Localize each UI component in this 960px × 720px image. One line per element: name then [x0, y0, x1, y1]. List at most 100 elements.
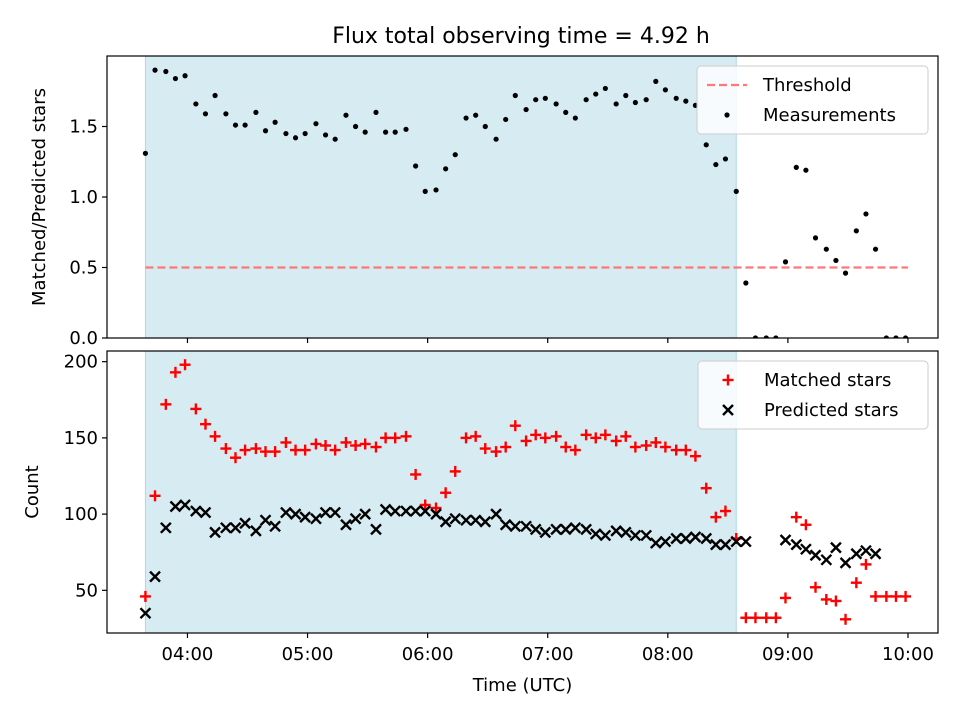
- predicted-point: [589, 528, 602, 540]
- matched-point: [479, 443, 491, 455]
- predicted-point: [619, 526, 632, 539]
- measurement-point: [152, 67, 158, 73]
- y-tick-label: 1.0: [69, 187, 98, 208]
- measurement-point: [182, 73, 188, 79]
- predicted-point: [190, 505, 202, 517]
- y-tick-label: 0.5: [69, 258, 98, 279]
- matched-point: [340, 436, 352, 448]
- measurement-point: [602, 85, 608, 92]
- matched-point: [160, 398, 172, 410]
- measurement-point: [352, 123, 359, 130]
- predicted-point: [689, 531, 702, 543]
- matched-point: [290, 444, 302, 456]
- y-tick-label: 150: [64, 428, 98, 449]
- measurement-point: [893, 335, 899, 338]
- measurement-point: [232, 122, 239, 128]
- x-tick-label: 05:00: [282, 644, 334, 665]
- predicted-point: [740, 535, 752, 548]
- matched-point: [389, 432, 401, 444]
- predicted-point: [830, 541, 842, 554]
- matched-point: [320, 440, 332, 452]
- legend-label: Predicted stars: [764, 400, 898, 421]
- measurement-point: [842, 270, 849, 276]
- measurement-point: [473, 112, 479, 118]
- matched-point: [740, 612, 752, 624]
- matched-point: [610, 435, 622, 447]
- plot-frame: [106, 350, 939, 634]
- measurement-point: [563, 109, 569, 115]
- matched-point: [380, 432, 392, 444]
- measurement-point: [332, 136, 338, 142]
- measurement-point: [793, 164, 799, 170]
- y-axis-label: Count: [22, 465, 43, 518]
- matched-point: [790, 511, 802, 523]
- predicted-point: [179, 499, 191, 511]
- predicted-point: [299, 511, 311, 523]
- matched-point: [410, 468, 422, 480]
- x-tick-label: 08:00: [642, 644, 694, 665]
- matched-point: [890, 590, 902, 602]
- matched-point: [569, 444, 581, 456]
- measurement-point: [533, 97, 539, 103]
- legend-measurement-swatch: [724, 112, 730, 118]
- predicted-point: [419, 505, 432, 517]
- matched-point: [650, 436, 662, 448]
- matched-point: [670, 444, 682, 456]
- predicted-point: [490, 508, 502, 520]
- matched-point: [239, 444, 251, 456]
- predicted-point: [700, 532, 713, 545]
- predicted-point: [269, 520, 281, 533]
- predicted-point: [439, 515, 452, 528]
- matched-point: [139, 590, 151, 602]
- x-tick-label: 10:00: [882, 644, 934, 665]
- x-tick-label: 04:00: [162, 644, 214, 665]
- matched-point: [190, 403, 202, 415]
- legend-predicted-swatch: [722, 404, 734, 416]
- matched-point: [250, 443, 262, 455]
- matched-point: [710, 511, 722, 523]
- matched-point: [329, 444, 341, 456]
- predicted-point: [499, 518, 512, 531]
- measurement-point: [872, 246, 879, 252]
- matched-point: [560, 441, 572, 453]
- measurement-point: [142, 150, 149, 156]
- predicted-point: [659, 535, 672, 548]
- predicted-point: [709, 538, 722, 551]
- measurement-point: [733, 188, 739, 194]
- panel-flux-ratio: 0.0 0.5 1.0 1.5 Matched/Predicted stars Thres…: [29, 55, 939, 349]
- matched-point: [530, 429, 542, 441]
- matched-point: [520, 435, 532, 447]
- predicted-point: [730, 535, 743, 548]
- data-points: [139, 359, 912, 625]
- predicted-point: [509, 520, 522, 533]
- legend: Threshold Measurements: [696, 65, 929, 135]
- predicted-point: [649, 537, 662, 549]
- matched-point: [539, 432, 551, 444]
- predicted-point: [670, 532, 683, 545]
- matched-point: [599, 429, 611, 441]
- measurement-point: [422, 188, 428, 194]
- predicted-point: [159, 521, 172, 534]
- predicted-point: [449, 512, 462, 525]
- y-tick-label: 50: [75, 580, 98, 601]
- measurement-point: [523, 106, 529, 113]
- predicted-point: [389, 505, 402, 517]
- measurement-point: [553, 101, 559, 107]
- predicted-point: [199, 506, 212, 519]
- matched-point: [830, 595, 842, 607]
- matched-point: [810, 581, 822, 593]
- matched-point: [700, 482, 712, 494]
- measurement-point: [613, 101, 619, 107]
- measurement-point: [503, 116, 509, 123]
- measurement-point: [242, 122, 248, 128]
- matched-point: [850, 577, 862, 589]
- predicted-point: [460, 514, 472, 527]
- matched-point: [149, 490, 161, 502]
- measurement-point: [853, 228, 859, 234]
- measurement-point: [683, 98, 689, 104]
- measurement-point: [202, 111, 209, 117]
- measurement-point: [572, 115, 578, 121]
- predicted-point: [340, 518, 352, 531]
- measurement-point: [643, 97, 649, 103]
- predicted-point: [479, 515, 492, 528]
